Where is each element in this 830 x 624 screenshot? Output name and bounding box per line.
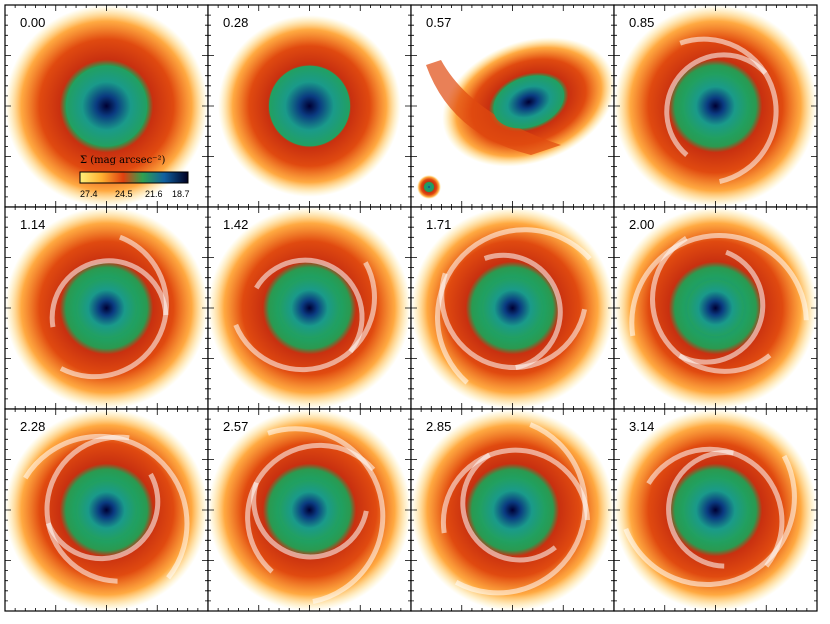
ring-gap — [233, 261, 377, 373]
panel-ticks — [208, 409, 411, 611]
ring-gap — [646, 446, 785, 568]
galaxy-core — [683, 477, 748, 543]
ring-gap — [483, 252, 563, 371]
galaxy-core — [65, 65, 148, 147]
panel-time-label: 2.85 — [426, 419, 451, 434]
tidal-tail — [426, 60, 561, 155]
snapshot-panel: 0.00 — [4, 4, 209, 208]
snapshot-panel: 1.71 — [410, 206, 615, 410]
panel-ticks — [5, 5, 208, 207]
panel-ticks — [614, 5, 817, 207]
satellite-galaxy — [417, 175, 441, 199]
ring-gap — [46, 472, 161, 562]
snapshot-panel: 2.28 — [4, 408, 209, 612]
ring-gap — [623, 454, 797, 587]
galaxy-core — [76, 277, 137, 339]
panel-ticks — [614, 207, 817, 409]
ring-gap — [664, 52, 768, 157]
snapshot-panel: 2.00 — [613, 206, 818, 410]
galaxy-core — [480, 477, 545, 543]
galaxy-core — [493, 75, 565, 129]
colorbar-title: Σ (mag arcsec⁻²) — [80, 155, 165, 166]
ring-gap — [454, 422, 588, 596]
colorbar-tick: 18.7 — [172, 189, 190, 199]
snapshot-panel: 2.57 — [207, 408, 412, 612]
ring-gap — [251, 481, 369, 560]
colorbar-gradient — [79, 171, 189, 184]
snapshot-panel: 1.42 — [207, 206, 412, 410]
panel-time-label: 0.85 — [629, 15, 654, 30]
snapshot-panel: 1.14 — [4, 206, 209, 410]
panel-ticks — [208, 5, 411, 207]
panel-time-label: 0.00 — [20, 15, 45, 30]
ring-gap — [460, 452, 557, 563]
galaxy-core — [76, 479, 137, 541]
galaxy-core — [268, 65, 351, 147]
ring-gap — [650, 236, 772, 374]
galaxy-core — [687, 279, 744, 337]
galaxy-core — [683, 73, 748, 139]
ring-gap — [629, 233, 809, 337]
panel-time-label: 1.14 — [20, 217, 45, 232]
galaxy-core — [279, 277, 340, 339]
colorbar-tick: 21.6 — [145, 189, 163, 199]
ring-gap — [245, 442, 376, 574]
panel-time-label: 2.57 — [223, 419, 248, 434]
panel-time-label: 1.71 — [426, 217, 451, 232]
panel-ticks — [411, 207, 614, 409]
panel-time-label: 0.57 — [426, 15, 451, 30]
ring-gap — [23, 433, 190, 580]
ring-gap — [678, 249, 766, 365]
galaxy-core — [279, 479, 340, 541]
panel-time-label: 2.28 — [20, 419, 45, 434]
panel-ticks — [208, 207, 411, 409]
ring-gap — [49, 258, 169, 328]
ring-gap — [679, 36, 779, 184]
panel-ticks — [614, 409, 817, 611]
panel-time-label: 2.00 — [629, 217, 654, 232]
ring-gap — [439, 272, 588, 370]
colorbar-tick: 27.4 — [80, 189, 98, 199]
snapshot-panel: 2.85 — [410, 408, 615, 612]
snapshot-panel: 0.57 — [410, 4, 615, 208]
colorbar-tick: 24.5 — [115, 189, 133, 199]
ring-gap — [435, 227, 592, 385]
colorbar: Σ (mag arcsec⁻²) 27.4 24.5 21.6 18.7 — [79, 155, 190, 199]
panel-ticks — [5, 207, 208, 409]
panel-ticks — [411, 409, 614, 611]
ring-gap — [666, 450, 734, 569]
panel-time-label: 1.42 — [223, 217, 248, 232]
ring-gap — [267, 426, 386, 605]
snapshot-panel: 0.85 — [613, 4, 818, 208]
panel-time-label: 0.28 — [223, 15, 248, 30]
galaxy-core — [482, 277, 543, 339]
ring-gap — [59, 234, 169, 380]
panel-ticks — [5, 409, 208, 611]
snapshot-panel: 0.28 — [207, 4, 412, 208]
ring-gap — [440, 447, 590, 534]
ring-gap — [254, 257, 365, 354]
ring-gap — [44, 434, 130, 584]
panel-time-label: 3.14 — [629, 419, 654, 434]
panel-ticks — [411, 5, 614, 207]
snapshot-panel: 3.14 — [613, 408, 818, 612]
